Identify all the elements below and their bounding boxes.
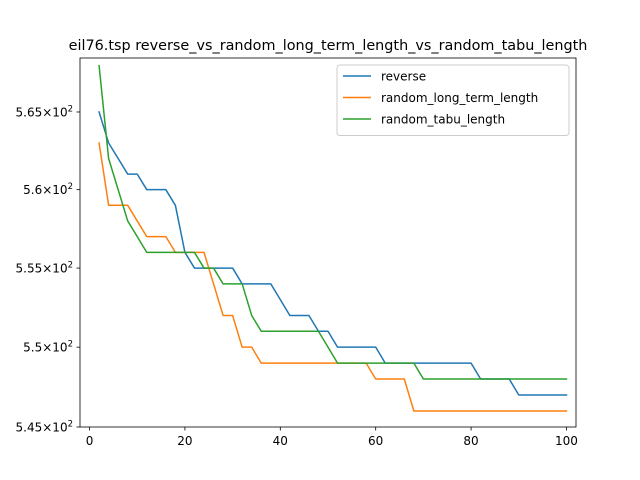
chart-title: eil76.tsp reverse_vs_random_long_term_le…	[69, 38, 588, 54]
plot-frame	[79, 57, 577, 428]
legend-box	[336, 64, 570, 136]
legend-label-reverse: reverse	[381, 70, 426, 84]
y-axis: 5.65×102 5.6×102 5.55×102 5.5×102 5.45×102	[16, 104, 80, 435]
x-tick-label: 0	[86, 434, 94, 448]
series-layer	[98, 64, 568, 412]
y-tick-label: 5.65×102	[16, 104, 73, 119]
x-tick-label: 40	[273, 434, 288, 448]
y-tick-label: 5.5×102	[23, 340, 73, 355]
y-tick-label: 5.55×102	[16, 261, 73, 276]
x-tick-label: 80	[463, 434, 478, 448]
y-tick-label: 5.45×102	[16, 420, 73, 435]
legend-label-random_long_term_length: random_long_term_length	[381, 91, 538, 105]
x-axis: 0 20 40 60 80 100	[86, 427, 578, 448]
x-tick-label: 20	[177, 434, 192, 448]
legend: reverse random_long_term_length random_tab…	[336, 64, 570, 136]
legend-label-random_tabu_length: random_tabu_length	[381, 113, 505, 127]
series-line-random_tabu_length	[98, 64, 568, 380]
x-tick-label: 60	[368, 434, 383, 448]
x-tick-label: 100	[555, 434, 578, 448]
y-tick-label: 5.6×102	[23, 182, 73, 197]
